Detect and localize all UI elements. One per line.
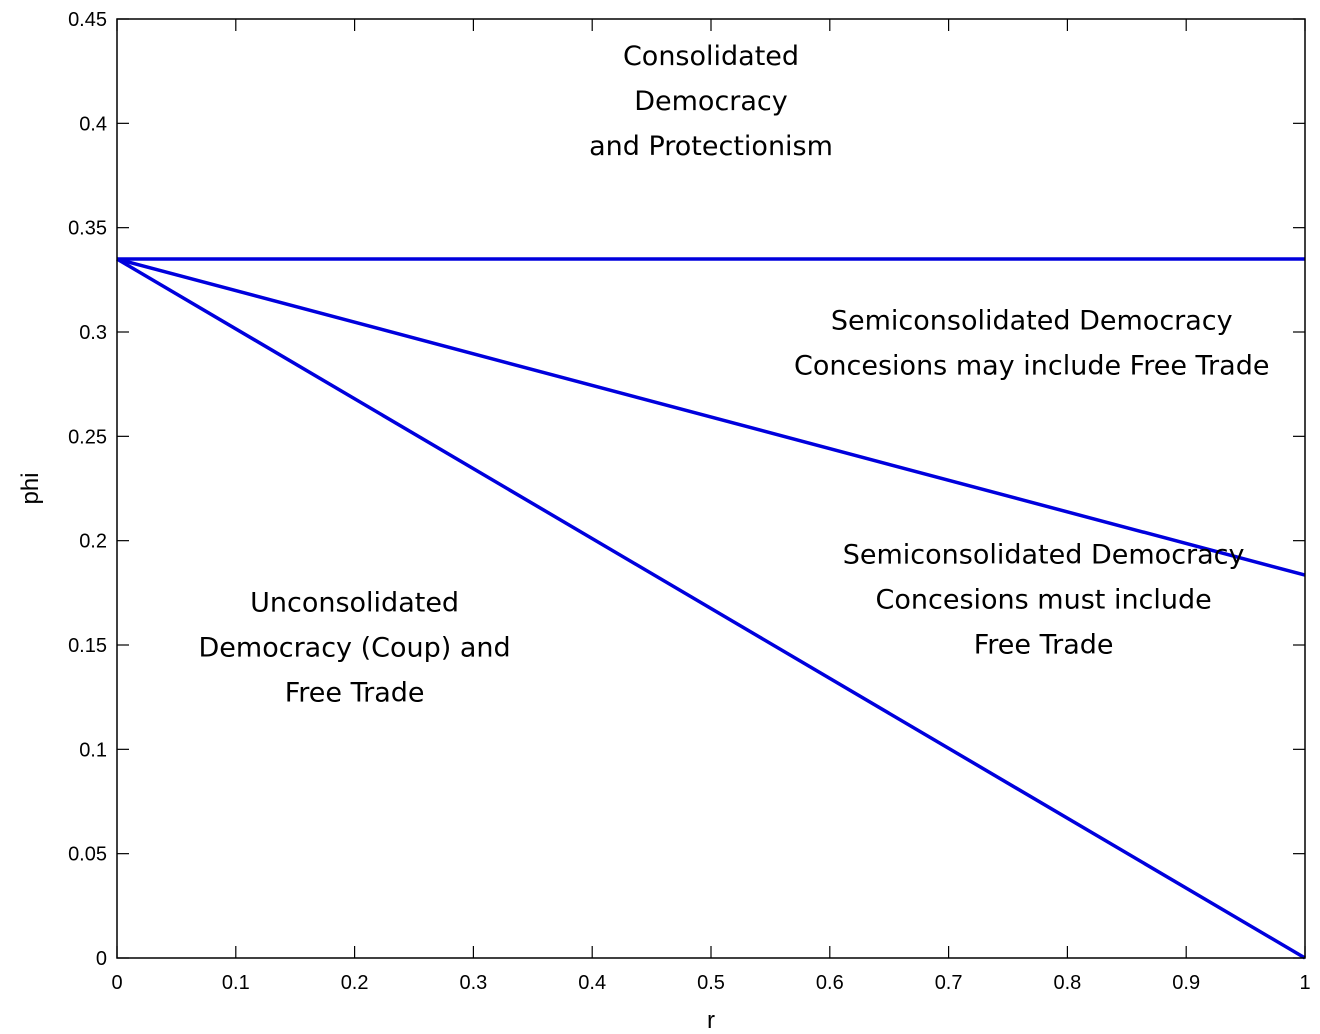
x-tick-label: 0.6 <box>816 972 844 994</box>
y-tick-label: 0.2 <box>79 531 107 553</box>
x-tick-label: 0.5 <box>697 972 725 994</box>
x-tick-label: 0.2 <box>341 972 369 994</box>
plot-lines <box>116 257 1306 960</box>
y-tick-label: 0.35 <box>68 218 107 240</box>
y-tick-label: 0.45 <box>68 9 107 31</box>
region-label-3-line-3: Free Trade <box>974 630 1114 661</box>
y-tick-label: 0.1 <box>79 739 107 761</box>
series-line-2 <box>116 257 1306 577</box>
region-label-4-line-1: Unconsolidated <box>250 588 459 619</box>
region-label-3-line-1: Semiconsolidated Democracy <box>843 540 1245 571</box>
x-tick-label: 1 <box>1299 972 1310 994</box>
x-tick-label: 0.7 <box>935 972 963 994</box>
region-label-2-line-2: Concesions may include Free Trade <box>794 351 1269 382</box>
x-tick-label: 0.1 <box>222 972 250 994</box>
region-label-4-line-3: Free Trade <box>285 678 425 709</box>
y-tick-label: 0.15 <box>68 635 107 657</box>
series-line-3 <box>116 257 1306 960</box>
region-label-1-line-2: Democracy <box>634 86 788 117</box>
x-tick-label: 0.3 <box>459 972 487 994</box>
y-axis-title: phi <box>17 472 44 504</box>
x-tick-label: 0.8 <box>1053 972 1081 994</box>
plot-annotations: Consolidated Democracy and Protectionism Se… <box>199 41 1270 709</box>
y-tick-label: 0.25 <box>68 426 107 448</box>
y-tick-label: 0.4 <box>79 113 107 135</box>
region-label-3-line-2: Concesions must include <box>876 585 1212 616</box>
region-label-2-line-1: Semiconsolidated Democracy <box>831 306 1233 337</box>
x-tick-label: 0 <box>111 972 122 994</box>
region-label-1-line-3: and Protectionism <box>589 131 833 162</box>
y-tick-label: 0 <box>96 948 107 970</box>
x-tick-label: 0.9 <box>1172 972 1200 994</box>
plot-area-frame <box>116 18 1306 959</box>
y-tick-label: 0.3 <box>79 322 107 344</box>
region-label-4-line-2: Democracy (Coup) and <box>199 633 511 664</box>
y-tick-label: 0.05 <box>68 844 107 866</box>
x-tick-label: 0.4 <box>578 972 606 994</box>
region-label-1-line-1: Consolidated <box>623 41 799 72</box>
tick-labels: 0 0.1 0.2 0.3 0.4 0.5 0.6 0.7 0.8 0.9 1 0 0.05 0.1 0.1… <box>68 9 1311 994</box>
x-axis-title: r <box>707 1007 715 1034</box>
